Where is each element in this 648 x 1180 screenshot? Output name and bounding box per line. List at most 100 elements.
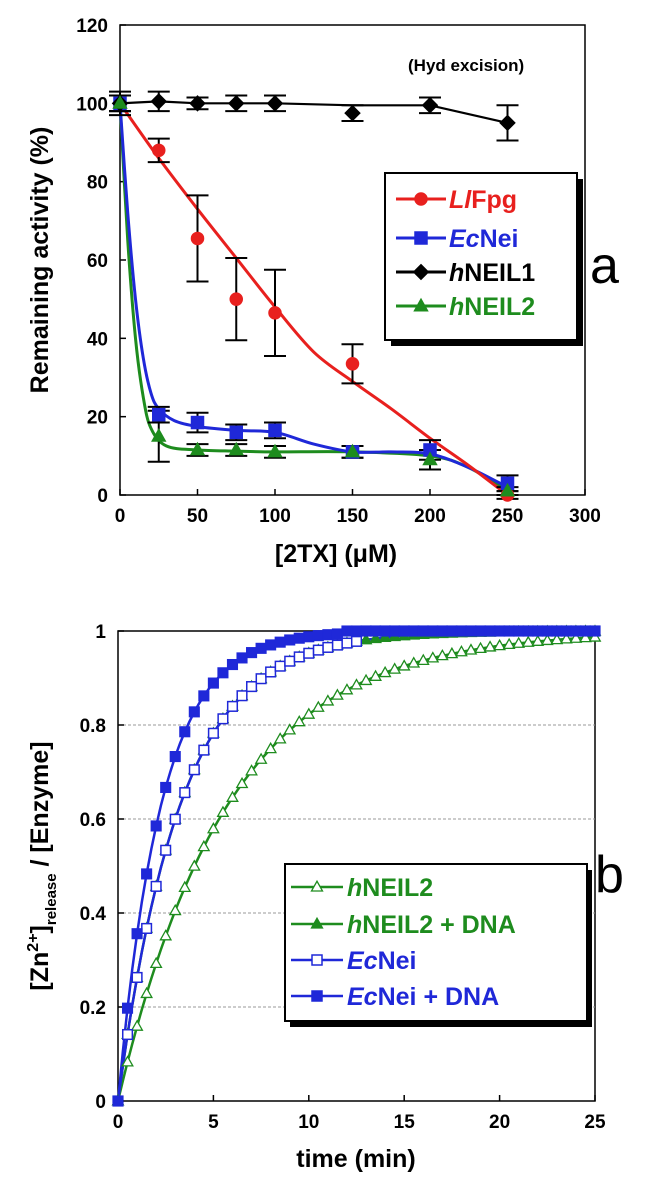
- data-point: [445, 646, 459, 659]
- data-point: [331, 628, 343, 640]
- data-point: [160, 844, 172, 856]
- data-point: [207, 822, 220, 834]
- data-point: [150, 880, 162, 892]
- data-point: [344, 443, 361, 458]
- y-tick-label: 20: [87, 408, 108, 429]
- y-tick-label: 0.2: [80, 998, 106, 1019]
- data-point: [226, 790, 239, 802]
- data-point: [446, 625, 458, 637]
- x-axis-label-a: [2TX] (μM): [275, 540, 397, 568]
- data-point: [284, 655, 296, 667]
- data-point: [312, 630, 324, 642]
- data-point: [540, 633, 554, 646]
- data-point: [151, 428, 167, 442]
- data-point: [187, 859, 201, 871]
- data-point: [254, 752, 268, 764]
- data-point: [426, 651, 440, 663]
- data-point: [322, 629, 334, 641]
- data-point: [422, 451, 438, 466]
- data-point: [341, 637, 353, 649]
- data-point: [198, 744, 210, 756]
- data-point: [331, 688, 344, 700]
- data-point: [331, 639, 343, 651]
- fit-curve-llfpg: [118, 102, 509, 497]
- data-point: [569, 631, 583, 643]
- data-point: [246, 647, 258, 659]
- data-point: [350, 678, 363, 690]
- data-point: [311, 700, 325, 712]
- data-point: [522, 625, 534, 637]
- data-point: [550, 632, 564, 645]
- data-point: [292, 715, 306, 727]
- data-point: [274, 660, 286, 672]
- y-tick-label: 0.8: [80, 716, 106, 737]
- data-point: [235, 776, 249, 789]
- x-tick-label: 10: [298, 1112, 319, 1133]
- x-tick-label: 200: [414, 506, 446, 527]
- data-point: [416, 653, 430, 666]
- data-point: [321, 694, 335, 706]
- x-tick-label: 150: [337, 506, 369, 527]
- legend-marker: [310, 879, 324, 892]
- data-point: [229, 425, 243, 440]
- panel-label-b: b: [595, 846, 624, 904]
- x-tick-label: 50: [187, 506, 208, 527]
- data-point: [255, 642, 267, 654]
- data-point: [499, 114, 516, 132]
- data-point: [268, 423, 282, 438]
- data-point: [293, 632, 305, 644]
- data-point: [512, 636, 526, 648]
- x-tick-label: 100: [259, 506, 291, 527]
- y-tick-label: 100: [76, 94, 108, 115]
- data-point: [350, 625, 363, 637]
- data-point: [397, 659, 411, 671]
- legend-label: EcNei: [347, 947, 417, 975]
- y-axis-ticks-a: 0 20 40 60 80 100 120: [76, 16, 126, 507]
- data-point: [178, 880, 192, 893]
- data-point: [465, 625, 477, 637]
- data-point: [274, 636, 286, 648]
- data-point: [229, 292, 243, 306]
- data-point: [340, 683, 354, 695]
- data-point: [121, 1002, 134, 1014]
- data-point: [559, 632, 573, 644]
- data-point: [216, 805, 230, 817]
- x-tick-label: 0: [115, 506, 126, 527]
- legend-label: EcNei: [449, 225, 519, 253]
- data-point: [359, 633, 373, 645]
- data-point: [303, 647, 315, 659]
- data-point: [369, 631, 382, 644]
- y-axis-label-b: [Zn2+]release / [Enzyme]: [25, 741, 60, 990]
- legend-marker: [311, 990, 323, 1002]
- data-point: [168, 903, 182, 916]
- data-point: [141, 922, 153, 934]
- data-point: [417, 625, 429, 637]
- data-point: [131, 928, 143, 940]
- data-point: [265, 639, 277, 651]
- data-point: [302, 707, 316, 719]
- data-point: [293, 651, 305, 663]
- data-point: [474, 625, 487, 637]
- y-axis-label-a: Remaining activity (%): [26, 127, 54, 394]
- data-point: [189, 441, 206, 456]
- y-tick-label: 120: [76, 16, 108, 37]
- data-point: [189, 95, 206, 112]
- x-tick-label: 25: [584, 1112, 606, 1133]
- data-point: [169, 751, 181, 763]
- x-tick-label: 15: [394, 1112, 416, 1133]
- data-point: [121, 1055, 134, 1067]
- data-point: [188, 706, 200, 718]
- data-point: [589, 625, 601, 637]
- legend-marker: [414, 192, 428, 206]
- data-point: [378, 630, 392, 643]
- data-point: [207, 677, 219, 689]
- legend-marker: [311, 954, 323, 966]
- data-point: [388, 662, 402, 674]
- data-points-a: [111, 93, 516, 502]
- data-point: [531, 634, 545, 646]
- x-tick-label: 20: [489, 1112, 510, 1133]
- data-point: [474, 641, 487, 654]
- data-point: [246, 681, 258, 693]
- y-tick-label: 0: [97, 486, 108, 507]
- data-point: [245, 764, 258, 776]
